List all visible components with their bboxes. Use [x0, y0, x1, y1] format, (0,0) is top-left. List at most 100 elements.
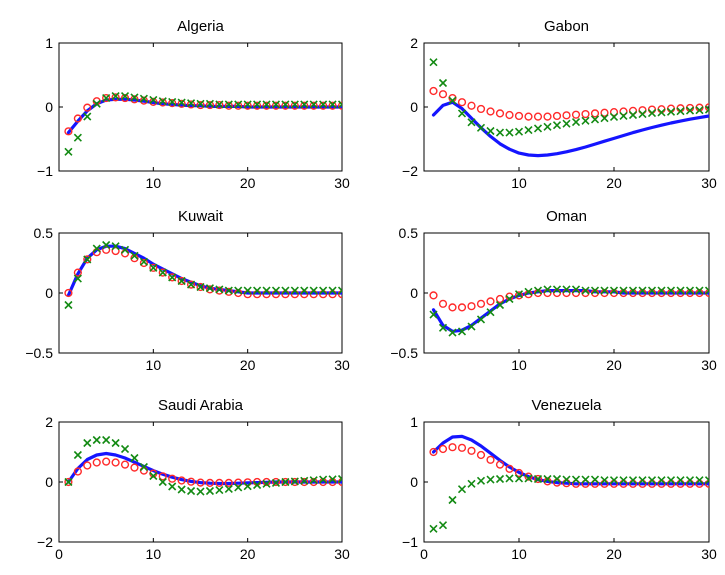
- cross-stroke: [111, 242, 120, 251]
- series-cross-point: [704, 476, 709, 485]
- cross-stroke: [215, 285, 224, 294]
- y-tick-label: −2: [37, 534, 53, 550]
- cross-stroke: [337, 103, 342, 109]
- cross-stroke: [429, 58, 438, 67]
- series-cross-point: [676, 476, 685, 485]
- series-circle-point: [139, 96, 149, 105]
- x-tick-label: 10: [511, 546, 527, 562]
- cross-stroke: [168, 482, 177, 491]
- cross-stroke: [467, 479, 476, 488]
- cross-stroke: [685, 286, 695, 295]
- cross-stroke: [205, 486, 214, 496]
- series-cross-point: [73, 133, 82, 142]
- cross-stroke: [243, 482, 252, 491]
- cross-stroke: [657, 476, 666, 485]
- series-circle-point: [83, 103, 92, 112]
- cross-stroke: [168, 97, 177, 106]
- cross-stroke: [628, 110, 638, 120]
- cross-stroke: [149, 263, 158, 272]
- series-cross-point: [139, 462, 148, 472]
- cross-stroke: [647, 286, 657, 295]
- cross-stroke: [552, 121, 562, 130]
- series-cross-point: [619, 476, 628, 485]
- series-cross-point: [215, 486, 224, 495]
- series-circle-point: [495, 460, 505, 469]
- series-cross-point: [187, 99, 196, 108]
- series-cross-point: [628, 110, 638, 120]
- series-cross-point: [300, 476, 309, 485]
- series-cross-point: [92, 435, 101, 445]
- cross-stroke: [139, 462, 148, 472]
- y-tick-label: 0: [410, 474, 418, 490]
- cross-stroke: [290, 100, 299, 109]
- series-circle-point: [158, 472, 167, 481]
- series-cross-point: [196, 282, 205, 292]
- series-circle-point: [177, 476, 186, 485]
- series-circle-point: [476, 104, 486, 114]
- series-cross-point: [83, 255, 92, 264]
- series-circle-point: [111, 458, 120, 467]
- series-cross-point: [657, 476, 666, 485]
- cross-stroke: [476, 123, 486, 132]
- series-circle-point: [92, 458, 101, 467]
- series-cross-point: [533, 474, 543, 484]
- series-cross-point: [666, 476, 676, 485]
- series-circle-point: [328, 101, 337, 110]
- x-tick-label: 30: [334, 175, 350, 191]
- cross-stroke: [205, 284, 214, 293]
- cross-stroke: [448, 495, 457, 505]
- series-cross-point: [309, 286, 318, 295]
- series-cross-point: [205, 284, 214, 293]
- cross-stroke: [262, 479, 271, 488]
- series-circle-point: [486, 297, 495, 306]
- series-cross-point: [234, 286, 243, 295]
- series-circle-point: [319, 101, 328, 110]
- series-cross-point: [429, 58, 438, 67]
- series-cross-point: [309, 476, 318, 485]
- series-cross-point: [205, 99, 214, 108]
- y-tick-label: 0: [410, 285, 418, 301]
- cross-stroke: [281, 100, 290, 109]
- cross-stroke: [187, 99, 196, 108]
- series-cross-point: [262, 479, 271, 488]
- series-circle-point: [64, 288, 73, 298]
- y-tick-label: 0.5: [399, 225, 419, 241]
- cross-stroke: [571, 117, 581, 127]
- cross-stroke: [158, 268, 167, 277]
- series-cross-point: [281, 477, 290, 487]
- x-tick-label: 10: [146, 546, 162, 562]
- cross-stroke: [243, 100, 252, 109]
- series-cross-point: [205, 486, 214, 496]
- series-cross-point: [281, 100, 290, 109]
- series-cross-point: [495, 128, 505, 137]
- series-cross-point: [457, 485, 467, 494]
- cross-stroke: [581, 116, 590, 125]
- cross-stroke: [187, 486, 196, 496]
- cross-stroke: [543, 285, 552, 294]
- series-cross-point: [533, 124, 543, 133]
- cross-stroke: [215, 100, 224, 109]
- series-circle-point: [600, 108, 609, 117]
- cross-stroke: [92, 244, 101, 253]
- series-cross-point: [111, 438, 120, 448]
- series-cross-point: [666, 286, 676, 295]
- y-tick-label: −1: [37, 163, 53, 179]
- series-cross-point: [111, 242, 120, 251]
- panel-title: Algeria: [177, 18, 224, 35]
- cross-stroke: [704, 286, 709, 292]
- series-circle-point: [495, 109, 505, 118]
- series-circle-point: [186, 100, 196, 109]
- series-circle-point: [533, 112, 543, 121]
- series-cross-point: [139, 94, 148, 103]
- series-cross-point: [685, 106, 695, 115]
- series-cross-point: [666, 107, 676, 116]
- panel-title: Venezuela: [531, 397, 602, 414]
- cross-stroke: [609, 286, 619, 295]
- cross-stroke: [168, 273, 177, 282]
- series-cross-point: [281, 286, 290, 295]
- series-circle-point: [102, 457, 111, 466]
- cross-stroke: [234, 286, 243, 295]
- series-circle-point: [300, 101, 309, 110]
- cross-stroke: [543, 122, 552, 131]
- series-circle-point: [215, 478, 224, 488]
